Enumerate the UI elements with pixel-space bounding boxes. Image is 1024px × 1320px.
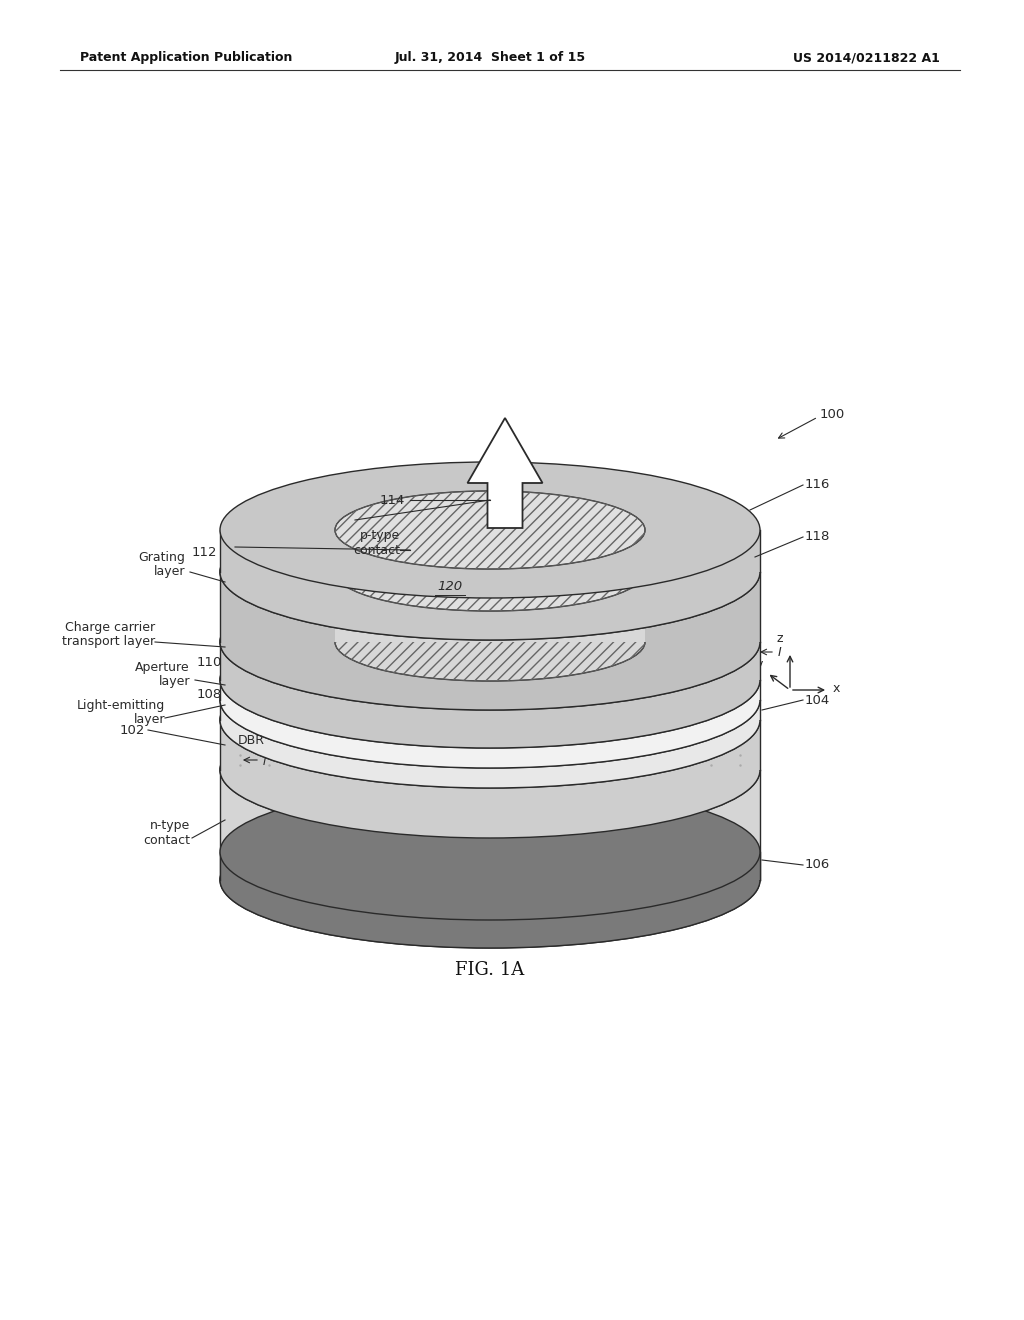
Text: 110: 110 <box>197 656 222 669</box>
Text: x: x <box>833 682 840 696</box>
Text: Charge carrier: Charge carrier <box>65 620 155 634</box>
Ellipse shape <box>220 462 760 598</box>
Text: 116: 116 <box>805 479 830 491</box>
Polygon shape <box>220 572 760 642</box>
Text: Light-emitting: Light-emitting <box>77 698 165 711</box>
Text: 102: 102 <box>120 723 145 737</box>
Polygon shape <box>220 719 760 770</box>
Ellipse shape <box>220 652 760 788</box>
Text: 118: 118 <box>805 531 830 544</box>
Ellipse shape <box>220 612 760 748</box>
Text: I: I <box>263 756 266 767</box>
Polygon shape <box>335 531 645 572</box>
Text: 114: 114 <box>380 494 406 507</box>
Ellipse shape <box>220 784 760 920</box>
Ellipse shape <box>220 612 760 748</box>
Text: p-type: p-type <box>359 528 400 541</box>
Ellipse shape <box>220 504 760 640</box>
Polygon shape <box>220 680 760 700</box>
Text: DBR: DBR <box>238 734 265 747</box>
Polygon shape <box>220 770 760 880</box>
Text: 120: 120 <box>437 581 463 594</box>
Ellipse shape <box>220 574 760 710</box>
Ellipse shape <box>335 491 645 569</box>
Text: y: y <box>756 657 763 671</box>
Polygon shape <box>220 700 760 719</box>
Ellipse shape <box>220 702 760 838</box>
Text: Aperture: Aperture <box>135 661 190 675</box>
Polygon shape <box>335 572 645 642</box>
Text: Patent Application Publication: Patent Application Publication <box>80 51 293 65</box>
Text: n-type: n-type <box>150 818 190 832</box>
Text: z: z <box>777 632 783 645</box>
Ellipse shape <box>220 702 760 838</box>
Ellipse shape <box>220 574 760 710</box>
Text: layer: layer <box>159 676 190 689</box>
Ellipse shape <box>220 652 760 788</box>
Text: 108: 108 <box>197 689 222 701</box>
Text: transport layer: transport layer <box>61 635 155 648</box>
Polygon shape <box>220 642 760 680</box>
Text: US 2014/0211822 A1: US 2014/0211822 A1 <box>794 51 940 65</box>
Text: 112: 112 <box>193 545 217 558</box>
Ellipse shape <box>220 812 760 948</box>
Text: contact: contact <box>143 833 190 846</box>
Ellipse shape <box>335 533 645 611</box>
Text: Jul. 31, 2014  Sheet 1 of 15: Jul. 31, 2014 Sheet 1 of 15 <box>394 51 586 65</box>
Ellipse shape <box>220 632 760 768</box>
Ellipse shape <box>335 603 645 681</box>
Text: contact: contact <box>353 544 400 557</box>
Polygon shape <box>220 851 760 880</box>
Text: 106: 106 <box>805 858 830 871</box>
Text: layer: layer <box>154 565 185 578</box>
Text: 104: 104 <box>805 693 830 706</box>
Text: FIG. 1A: FIG. 1A <box>456 961 524 979</box>
Ellipse shape <box>220 504 760 640</box>
Text: I: I <box>778 645 781 659</box>
Text: Grating: Grating <box>138 550 185 564</box>
Polygon shape <box>468 418 543 528</box>
Text: layer: layer <box>133 714 165 726</box>
Polygon shape <box>220 531 760 572</box>
Ellipse shape <box>335 533 645 611</box>
Ellipse shape <box>220 812 760 948</box>
Ellipse shape <box>220 632 760 768</box>
Text: 100: 100 <box>820 408 845 421</box>
